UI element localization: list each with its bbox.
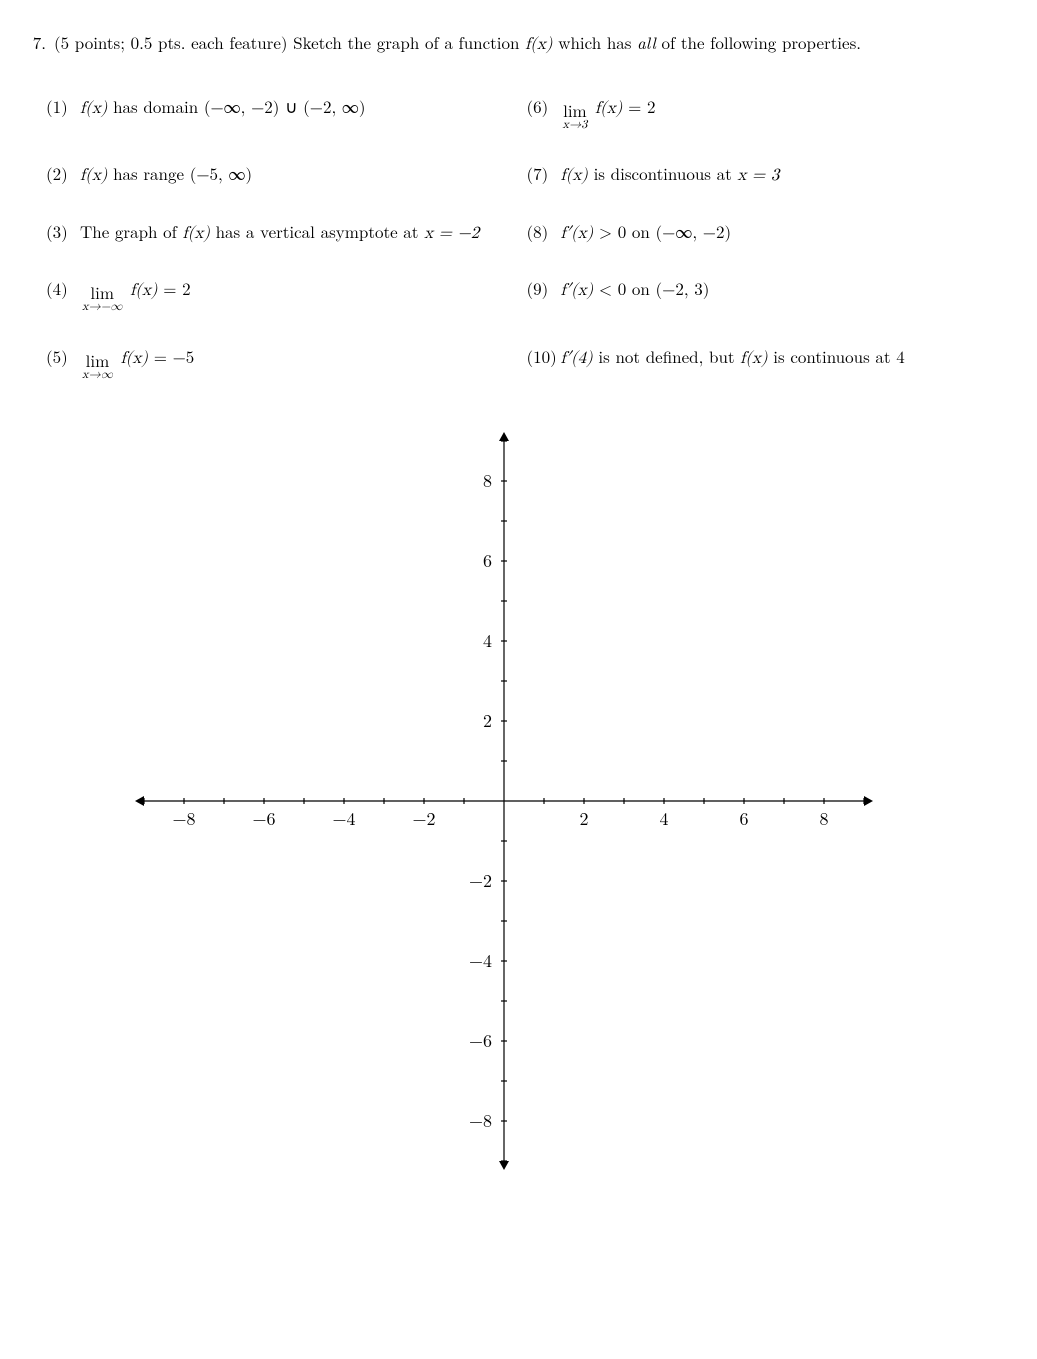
p1-fn: f(x) <box>80 100 107 117</box>
points-text: (5 points; 0.5 pts. each feature) Sketch… <box>54 30 525 54</box>
p5-lim: lim x→∞ <box>82 352 113 381</box>
svg-text:−4: −4 <box>468 948 491 973</box>
tail2-text: of the following properties. <box>662 30 862 54</box>
prop-num-5: (5) <box>46 344 80 370</box>
properties-grid: (1) f(x) has domain (−∞, −2) ∪ (−2, ∞) (… <box>46 94 987 382</box>
p1-text: has domain <box>113 94 204 118</box>
problem-text: (5 points; 0.5 pts. each feature) Sketch… <box>54 30 987 58</box>
property-9: (9) f′(x) < 0 on (−2, 3) <box>527 276 988 314</box>
prop-body-4: lim x→−∞ f(x) = 2 <box>80 276 507 314</box>
property-10: (10) f′(4) is not defined, but f(x) is c… <box>527 344 988 382</box>
prop-body-2: f(x) has range (−5, ∞) <box>80 161 507 189</box>
svg-text:−2: −2 <box>412 806 435 831</box>
property-5: (5) lim x→∞ f(x) = −5 <box>46 344 507 382</box>
prop-num-3: (3) <box>46 219 80 245</box>
axes-plot: −8 −6 −4 −2 2 4 6 8 −8 −6 −4 −2 2 4 6 8 <box>124 421 884 1181</box>
prop-num-10: (10) <box>527 344 561 370</box>
prop-num-6: (6) <box>527 94 561 120</box>
prop-body-10: f′(4) is not defined, but f(x) is contin… <box>561 344 988 372</box>
prop-body-5: lim x→∞ f(x) = −5 <box>80 344 507 382</box>
p10-fn: f(x) <box>740 350 767 367</box>
p7-fn: f(x) <box>561 167 588 184</box>
prop-body-6: lim x→3 f(x) = 2 <box>561 94 988 132</box>
property-1: (1) f(x) has domain (−∞, −2) ∪ (−2, ∞) <box>46 94 507 132</box>
prop-num-4: (4) <box>46 276 80 302</box>
problem-number: 7. <box>20 30 46 56</box>
p3-text: has a vertical asymptote at <box>216 219 424 243</box>
prop-num-7: (7) <box>527 161 561 187</box>
p8-text: > 0 on <box>599 219 656 243</box>
prop-num-8: (8) <box>527 219 561 245</box>
p10-text: is not defined, but <box>598 344 740 368</box>
property-6: (6) lim x→3 f(x) = 2 <box>527 94 988 132</box>
prop-num-1: (1) <box>46 94 80 120</box>
p4-lim-bot: x→−∞ <box>82 301 122 313</box>
svg-text:6: 6 <box>483 548 492 573</box>
svg-text:8: 8 <box>483 468 492 493</box>
p5-lim-top: lim <box>82 352 113 369</box>
svg-text:−2: −2 <box>468 868 491 893</box>
p2-fn: f(x) <box>80 167 107 184</box>
property-4: (4) lim x→−∞ f(x) = 2 <box>46 276 507 314</box>
prop-body-1: f(x) has domain (−∞, −2) ∪ (−2, ∞) <box>80 94 507 122</box>
p6-lim-bot: x→3 <box>563 119 588 131</box>
property-3: (3) The graph of f(x) has a vertical asy… <box>46 219 507 247</box>
property-7: (7) f(x) is discontinuous at x = 3 <box>527 161 988 189</box>
prop-num-9: (9) <box>527 276 561 302</box>
p8-math: (−∞, −2) <box>656 219 732 243</box>
p10-tail: is continuous at 4 <box>773 344 904 368</box>
p4-eq: = 2 <box>163 276 190 300</box>
p3-fn: f(x) <box>183 225 210 242</box>
p7-text: is discontinuous at <box>594 161 738 185</box>
p6-lim: lim x→3 <box>563 102 588 131</box>
svg-text:−8: −8 <box>468 1108 491 1133</box>
prop-num-2: (2) <box>46 161 80 187</box>
p4-fn: f(x) <box>130 282 157 299</box>
p9-text: < 0 on <box>599 276 656 300</box>
tail-text: which has <box>558 30 637 54</box>
p9-math: (−2, 3) <box>656 276 710 300</box>
svg-text:−6: −6 <box>252 806 275 831</box>
fn-symbol: f(x) <box>525 36 552 53</box>
svg-text:2: 2 <box>579 806 588 831</box>
p8-fn: f′(x) <box>561 225 594 242</box>
all-word: all <box>637 30 656 54</box>
prop-body-7: f(x) is discontinuous at x = 3 <box>561 161 988 189</box>
p4-lim-top: lim <box>82 284 122 301</box>
p6-eq: = 2 <box>628 94 655 118</box>
p4-lim: lim x→−∞ <box>82 284 122 313</box>
svg-text:4: 4 <box>659 806 668 831</box>
p2-text: has range <box>113 161 190 185</box>
p3-pre: The graph of <box>80 219 183 243</box>
prop-body-3: The graph of f(x) has a vertical asympto… <box>80 219 507 247</box>
svg-text:2: 2 <box>483 708 492 733</box>
p3-math: x = −2 <box>424 225 479 242</box>
p7-math: x = 3 <box>737 167 779 184</box>
p5-lim-bot: x→∞ <box>82 369 113 381</box>
p1-math: (−∞, −2) ∪ (−2, ∞) <box>204 94 366 118</box>
svg-text:−8: −8 <box>172 806 195 831</box>
p2-math: (−5, ∞) <box>190 161 252 185</box>
p6-fn: f(x) <box>595 100 622 117</box>
p5-fn: f(x) <box>121 350 148 367</box>
p10-pre: f′(4) <box>561 350 593 367</box>
svg-text:−6: −6 <box>468 1028 491 1053</box>
p9-fn: f′(x) <box>561 282 594 299</box>
prop-body-9: f′(x) < 0 on (−2, 3) <box>561 276 988 304</box>
svg-text:8: 8 <box>819 806 828 831</box>
property-8: (8) f′(x) > 0 on (−∞, −2) <box>527 219 988 247</box>
property-2: (2) f(x) has range (−5, ∞) <box>46 161 507 189</box>
prop-body-8: f′(x) > 0 on (−∞, −2) <box>561 219 988 247</box>
svg-text:4: 4 <box>483 628 492 653</box>
svg-text:6: 6 <box>739 806 748 831</box>
p5-eq: = −5 <box>154 344 195 368</box>
problem-statement: 7. (5 points; 0.5 pts. each feature) Ske… <box>20 30 987 58</box>
p6-lim-top: lim <box>563 102 588 119</box>
svg-text:−4: −4 <box>332 806 355 831</box>
